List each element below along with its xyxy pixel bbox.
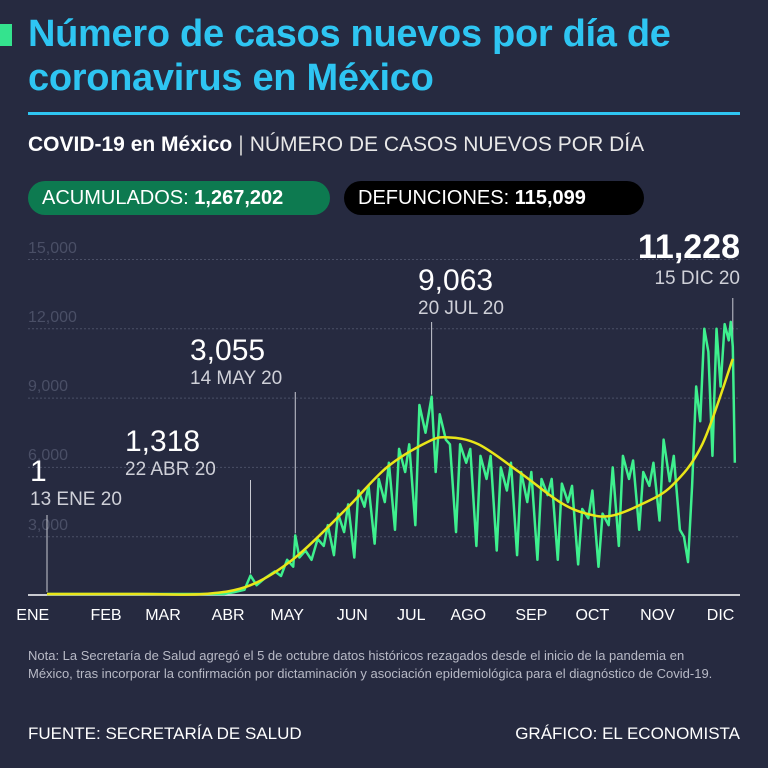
accumulated-badge: ACUMULADOS: 1,267,202 xyxy=(28,181,330,215)
y-tick-label: 6,000 xyxy=(28,447,69,465)
x-tick-label: FEB xyxy=(90,607,122,624)
annotation-value: 11,228 xyxy=(637,228,740,266)
deaths-label: DEFUNCIONES: xyxy=(358,187,510,209)
subtitle-separator: | xyxy=(238,133,244,156)
accumulated-value: 1,267,202 xyxy=(194,187,284,209)
x-tick-label: AGO xyxy=(450,607,487,624)
trend-line xyxy=(47,358,734,596)
annotation-value: 1 xyxy=(30,455,47,488)
x-tick-label: NOV xyxy=(640,607,675,624)
title-accent-bar xyxy=(0,24,12,46)
annotation-value: 9,063 xyxy=(418,264,494,297)
annotation-date: 15 DIC 20 xyxy=(654,268,740,289)
x-tick-label: DIC xyxy=(706,607,735,624)
y-tick-label: 15,000 xyxy=(28,239,77,257)
accumulated-label: ACUMULADOS: xyxy=(42,187,189,209)
subtitle-rest: NÚMERO DE CASOS NUEVOS POR DÍA xyxy=(249,133,645,156)
deaths-value: 115,099 xyxy=(514,187,586,209)
x-tick-label: MAY xyxy=(270,607,304,624)
annotation-date: 22 ABR 20 xyxy=(125,459,216,480)
y-tick-label: 12,000 xyxy=(28,308,77,326)
graphic-credit: GRÁFICO: EL ECONOMISTA xyxy=(515,724,740,743)
x-tick-label: ABR xyxy=(211,607,245,624)
cases-chart xyxy=(28,259,740,596)
annotation-date: 14 MAY 20 xyxy=(190,368,283,389)
x-tick-label: JUL xyxy=(397,607,426,624)
subtitle-bold: COVID-19 en México xyxy=(28,133,233,156)
x-tick-label: MAR xyxy=(145,607,181,624)
y-tick-label: 3,000 xyxy=(28,516,69,534)
footnote: Nota: La Secretaría de Salud agregó el 5… xyxy=(28,648,713,681)
x-tick-label: ENE xyxy=(16,607,50,624)
annotation-value: 3,055 xyxy=(190,334,266,367)
deaths-badge: DEFUNCIONES: 115,099 xyxy=(344,181,644,215)
annotation-date: 13 ENE 20 xyxy=(30,489,122,510)
y-tick-label: 9,000 xyxy=(28,378,69,396)
chart-subtitle: COVID-19 en México | NÚMERO DE CASOS NUEVO… xyxy=(28,133,644,157)
x-tick-label: JUN xyxy=(336,607,368,624)
title-divider xyxy=(28,112,740,115)
x-tick-label: OCT xyxy=(575,607,610,624)
annotation-date: 20 JUL 20 xyxy=(418,298,504,319)
annotation-value: 1,318 xyxy=(125,425,201,458)
page-title: Número de casos nuevos por día de corona… xyxy=(28,13,671,99)
source-credit: FUENTE: SECRETARÍA DE SALUD xyxy=(28,724,302,743)
x-tick-label: SEP xyxy=(515,607,548,624)
